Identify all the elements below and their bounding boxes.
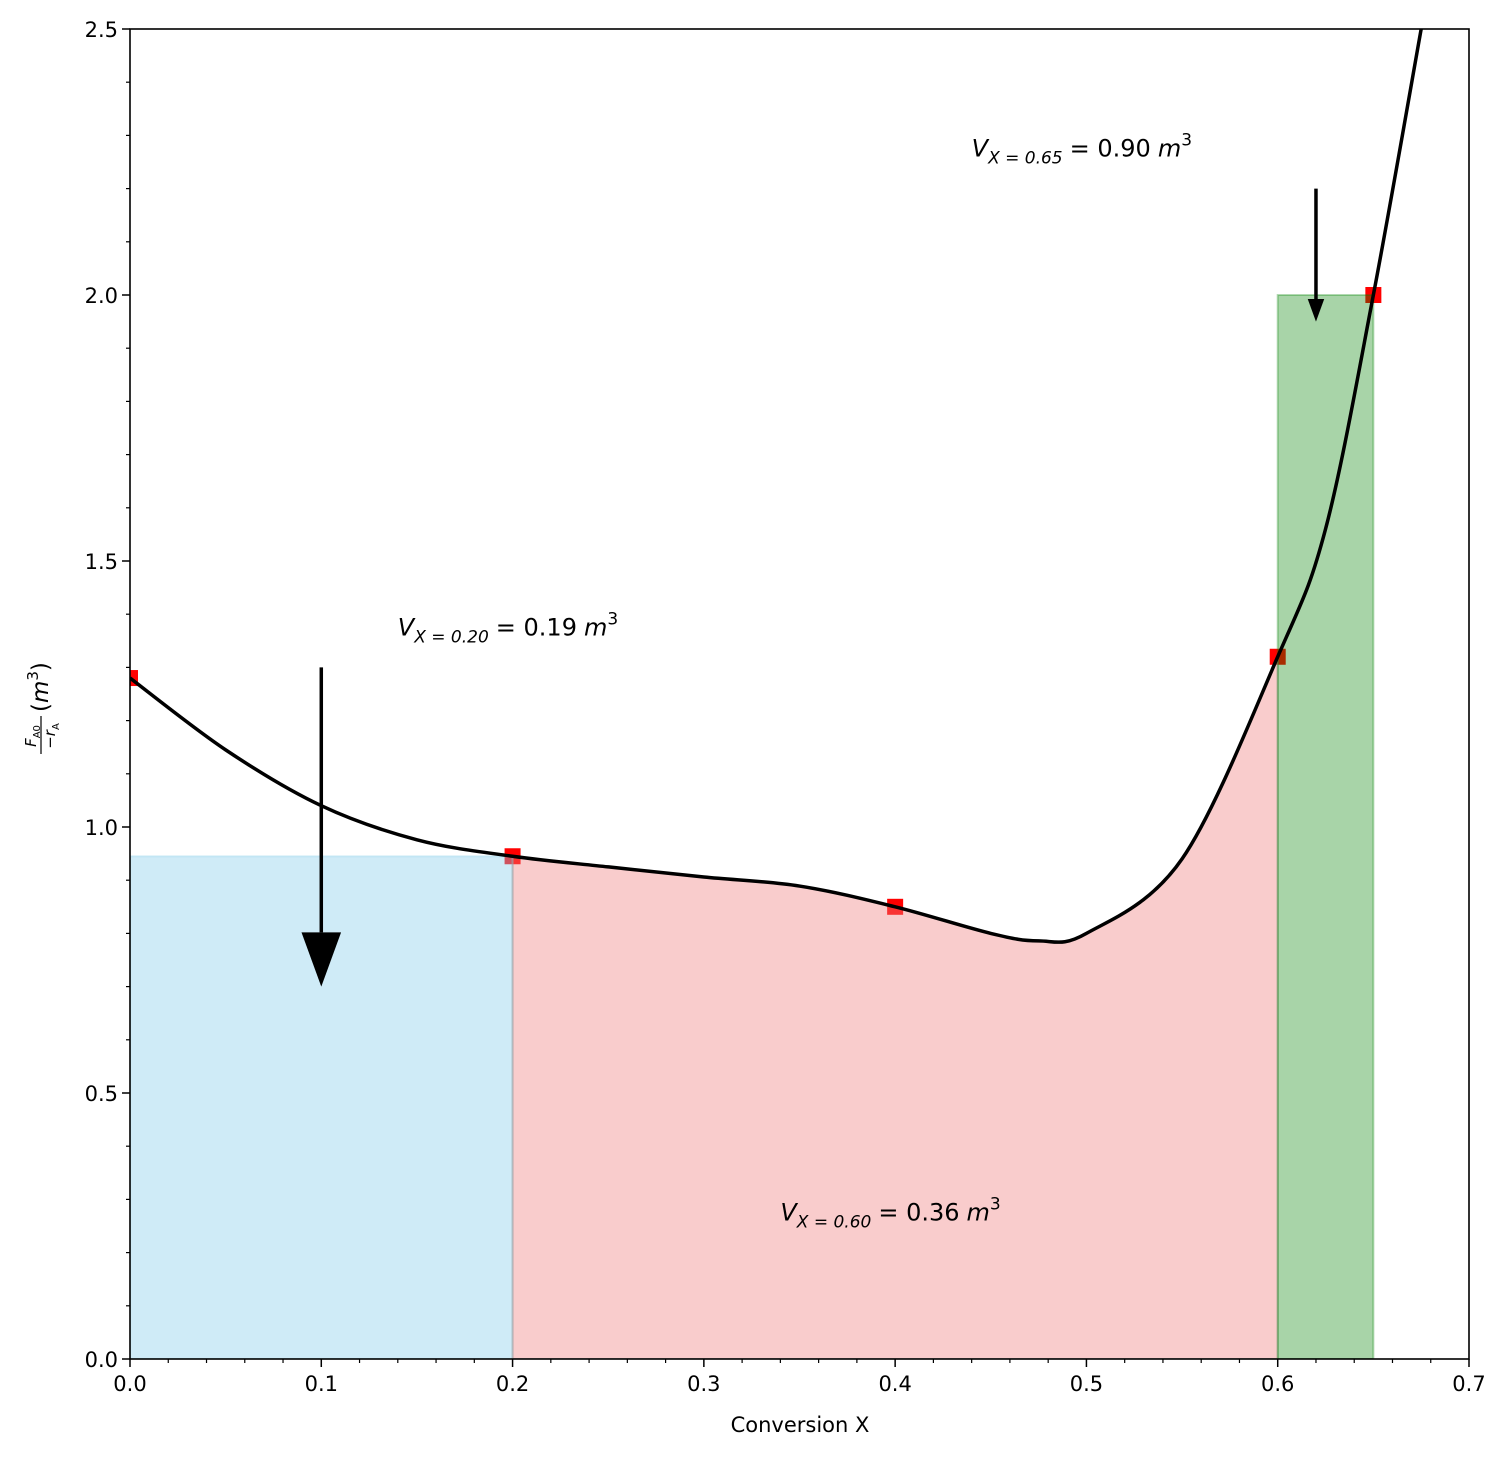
axes: 0.0 0.1 0.2 0.3 0.4 0.5 0.6 0.7 0.0 0.5 1.0 1.5 2.0 2…: [85, 18, 1486, 1396]
y-tick-label: 2.0: [85, 284, 118, 308]
y-tick-label: 1.5: [85, 550, 118, 574]
annotation-sub: X = 0.20: [413, 627, 489, 647]
y-tick-label: 2.5: [85, 18, 118, 42]
plot-area: [130, 29, 1423, 1359]
annotation-sub: X = 0.60: [796, 1213, 872, 1233]
x-axis-label: Conversion X: [731, 1413, 870, 1437]
axes-frame: [129, 28, 1470, 1360]
fit-curve: [130, 29, 1423, 944]
annotation-sub: X = 0.65: [987, 149, 1063, 169]
x-tick-label: 0.5: [1070, 1372, 1103, 1396]
x-tick-label: 0.7: [1452, 1372, 1485, 1396]
annotation-value: = 0.36: [878, 1199, 959, 1227]
x-tick-label: 0.6: [1261, 1372, 1294, 1396]
y-label-close: ): [28, 662, 54, 671]
x-tick-label: 0.3: [687, 1372, 720, 1396]
y-label-unit: (m3): [24, 662, 54, 712]
annotation-var: V: [780, 1199, 798, 1227]
y-label-open: (: [28, 703, 54, 712]
shaded-region: [1276, 294, 1375, 1359]
y-label-unit-sup: 3: [24, 671, 42, 681]
arrow: [1307, 188, 1325, 322]
y-label-denominator: −rA: [41, 723, 62, 749]
annotation-var: V: [972, 135, 990, 163]
x-tick-label: 0.0: [113, 1372, 146, 1396]
annotation-value: = 0.19: [496, 613, 577, 641]
annotation-unit: m: [1158, 135, 1181, 163]
data-point: [130, 670, 138, 687]
annotation: VX = 0.20 = 0.19 m3: [398, 609, 618, 647]
annotation: VX = 0.65 = 0.90 m3: [972, 131, 1192, 169]
x-tick-label: 0.2: [496, 1372, 529, 1396]
annotation-unit: m: [967, 1199, 990, 1227]
annotation-sup: 3: [1181, 131, 1192, 151]
y-label-numerator: FA0: [22, 725, 43, 747]
shaded-area: [511, 656, 1279, 1359]
annotation-var: V: [398, 613, 416, 641]
y-label-denominator-sub: A: [51, 723, 62, 730]
x-tick-label: 0.4: [878, 1372, 911, 1396]
y-tick-label: 0.5: [85, 1082, 118, 1106]
y-tick-label: 1.0: [85, 816, 118, 840]
annotation-unit: m: [584, 613, 607, 641]
arrow: [301, 667, 342, 987]
y-label-numerator-var: F: [22, 738, 40, 747]
y-label-unit-var: m: [28, 681, 54, 703]
annotation: VX = 0.60 = 0.36 m3: [780, 1195, 1000, 1233]
annotation-sup: 3: [990, 1195, 1001, 1215]
arrow-head: [301, 932, 342, 987]
annotation-value: = 0.90: [1070, 135, 1151, 163]
y-tick-label: 0.0: [85, 1348, 118, 1372]
arrow-head: [1307, 298, 1325, 322]
y-label-numerator-sub: A0: [32, 725, 43, 738]
y-axis-label: FA0 −rA (m3): [22, 662, 62, 754]
y-label-denominator-var: −r: [41, 729, 59, 749]
annotation-sup: 3: [607, 609, 618, 629]
x-tick-label: 0.1: [305, 1372, 338, 1396]
